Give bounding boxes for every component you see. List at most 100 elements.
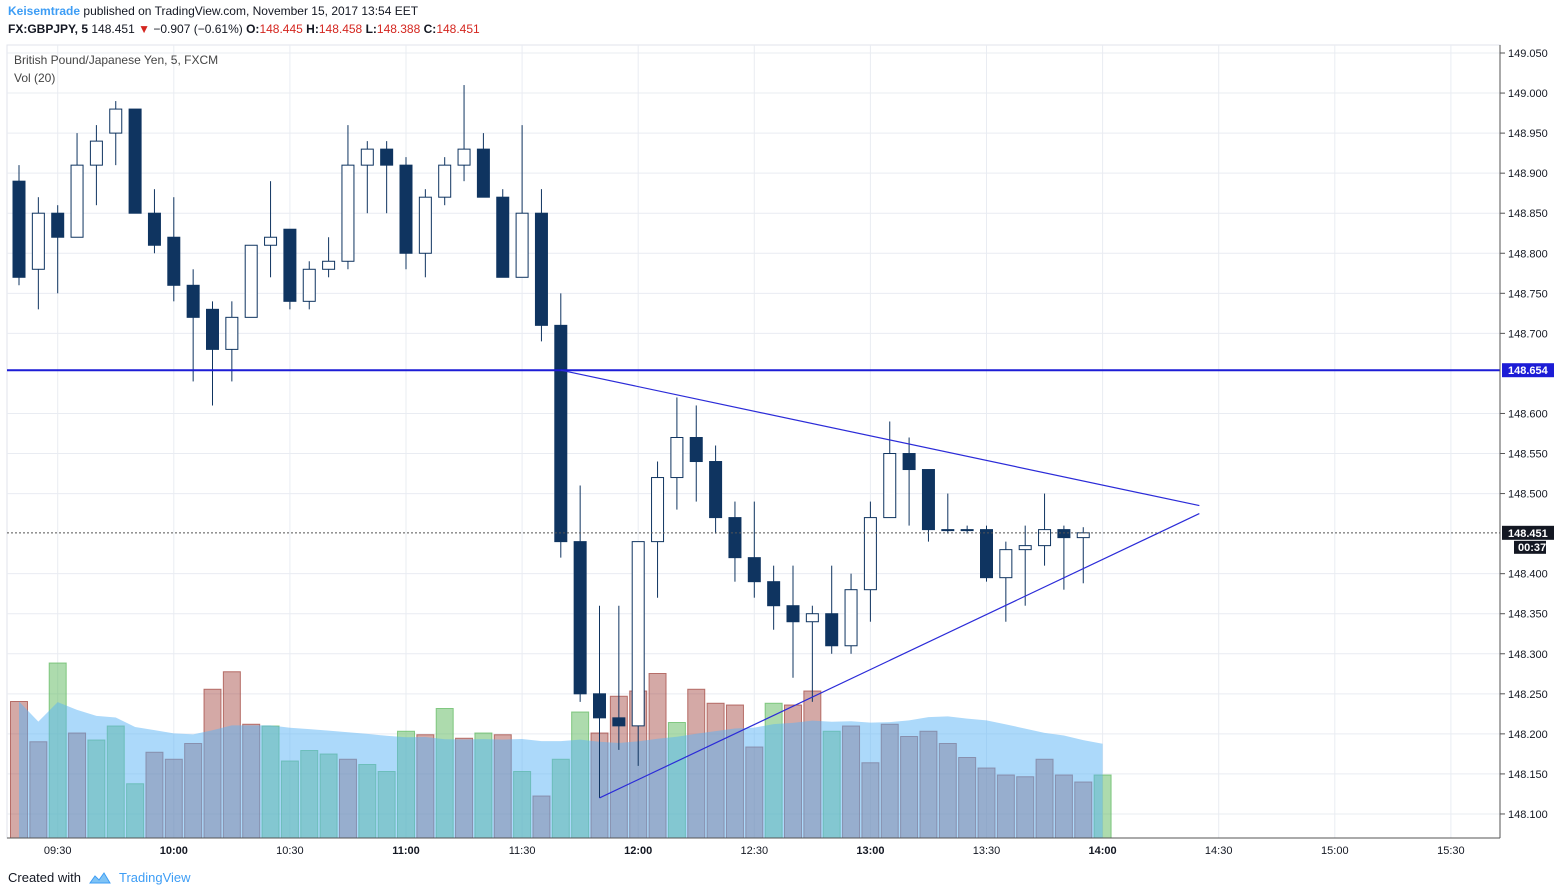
candle-body [747, 557, 761, 583]
tradingview-link[interactable]: TradingView [118, 870, 191, 885]
y-tick-label: 148.500 [1508, 489, 1548, 501]
candle-body [302, 268, 316, 302]
y-tick-label: 148.400 [1508, 569, 1548, 581]
candle-body [322, 260, 336, 270]
candle-body [612, 717, 626, 727]
open-label: O: [246, 22, 260, 36]
candle-body [31, 212, 45, 270]
x-tick-label: 10:30 [276, 845, 304, 857]
trendline [560, 369, 1200, 507]
x-tick-label: 15:00 [1321, 845, 1349, 857]
x-tick-label: 10:00 [160, 845, 188, 857]
candle-body [225, 316, 239, 350]
down-arrow-icon: ▼ [138, 22, 150, 36]
footer: Created with TradingView [8, 870, 191, 885]
x-tick-label: 14:00 [1089, 845, 1117, 857]
candle-body [825, 613, 839, 647]
volume-ma-fill [19, 701, 1103, 838]
candle-body [805, 613, 819, 623]
candle-body [515, 212, 529, 278]
y-tick-label: 148.850 [1508, 208, 1548, 220]
x-tick-label: 13:00 [856, 845, 884, 857]
candle-body [51, 212, 65, 238]
candle-body [341, 164, 355, 262]
chart-axes: 149.050 149.000 148.950 148.900 148.850 148.8… [7, 45, 1554, 857]
trendline [599, 513, 1200, 799]
y-tick-label: 148.800 [1508, 248, 1548, 260]
level-price-tag [1502, 363, 1554, 378]
level-price-label: 148.654 [1508, 365, 1549, 377]
candle-body [186, 284, 200, 318]
candle-body [70, 164, 84, 238]
y-tick-label: 148.150 [1508, 769, 1548, 781]
x-tick-label: 11:00 [392, 845, 420, 857]
y-tick-label: 148.900 [1508, 168, 1548, 180]
candle-body [689, 436, 703, 463]
candle-body [147, 212, 161, 246]
candle-body [844, 589, 858, 647]
candle-body [360, 148, 374, 166]
candle-body [921, 469, 935, 531]
candle-body [980, 529, 993, 579]
candle-body [418, 196, 432, 254]
candle-body [1057, 529, 1071, 539]
drawings[interactable] [7, 369, 1500, 799]
y-tick-label: 148.350 [1508, 609, 1548, 621]
x-tick-label: 14:30 [1205, 845, 1233, 857]
x-tick-label: 15:30 [1437, 845, 1465, 857]
y-tick-label: 148.700 [1508, 328, 1548, 340]
candle-body [206, 308, 219, 350]
ohlc-bar: FX:GBPJPY, 5 148.451 ▼ −0.907 (−0.61%) O… [8, 22, 480, 36]
current-price-tag [1502, 525, 1554, 540]
symbol-label: FX:GBPJPY, 5 [8, 22, 89, 36]
candle-body [593, 693, 606, 719]
candle-body [786, 605, 800, 623]
price-chart[interactable]: 149.050 149.000 148.950 148.900 148.850 148.8… [0, 40, 1557, 865]
candle-body [1076, 532, 1090, 539]
close-value: 148.451 [436, 22, 480, 36]
y-tick-label: 148.950 [1508, 128, 1548, 140]
x-tick-label: 12:00 [624, 845, 652, 857]
candle-body [767, 581, 781, 607]
close-label: C: [423, 22, 437, 36]
candle-body [128, 108, 142, 214]
countdown-label: 00:37 [1518, 542, 1546, 554]
price-change: −0.907 (−0.61%) [153, 22, 243, 36]
y-tick-label: 148.600 [1508, 408, 1548, 420]
candle-body [651, 477, 665, 543]
candle-body [264, 236, 278, 246]
x-tick-label: 12:30 [741, 845, 769, 857]
candle-body [1018, 545, 1032, 551]
tradingview-logo-icon [89, 871, 111, 883]
candle-body [457, 148, 471, 166]
candle-body [12, 180, 26, 278]
volume-legend: Vol (20) [14, 71, 55, 85]
countdown-tag [1514, 540, 1546, 554]
y-tick-label: 148.250 [1508, 689, 1548, 701]
y-tick-label: 149.000 [1508, 88, 1548, 100]
candle-body [244, 244, 258, 318]
candle-body [728, 517, 742, 559]
publish-text: published on TradingView.com, November 1… [83, 4, 419, 18]
candle-body [960, 529, 974, 532]
candle-series [12, 85, 1090, 798]
instrument-legend: British Pound/Japanese Yen, 5, FXCM [14, 53, 218, 67]
x-tick-label: 09:30 [44, 845, 72, 857]
candle-body [89, 140, 103, 166]
candle-body [554, 324, 568, 543]
created-with-label: Created with [8, 870, 81, 885]
candle-body [496, 196, 510, 278]
candle-body [670, 436, 684, 479]
low-value: 148.388 [376, 22, 421, 36]
candle-body [534, 212, 548, 326]
author-name[interactable]: Keisemtrade [8, 4, 81, 18]
last-price: 148.451 [91, 22, 135, 36]
candle-body [573, 541, 587, 695]
current-price-label: 148.451 [1508, 528, 1548, 540]
candle-body [999, 549, 1013, 579]
candle-body [883, 453, 897, 519]
candle-body [709, 461, 723, 519]
candle-body [941, 529, 955, 532]
candle-body [1038, 529, 1052, 547]
candle-body [109, 108, 123, 134]
